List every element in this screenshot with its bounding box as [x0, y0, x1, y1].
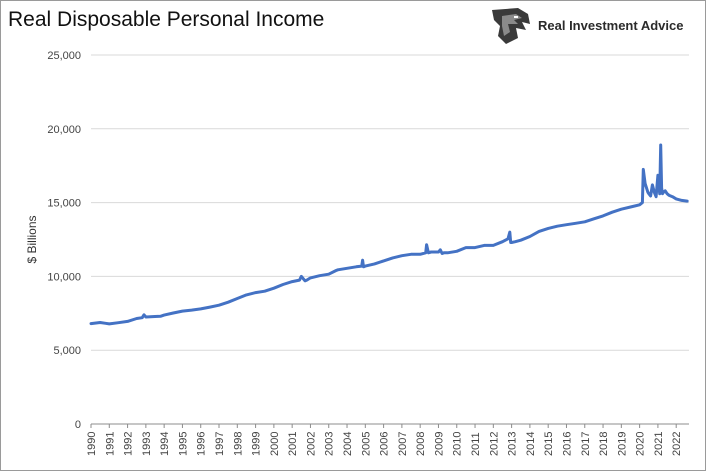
x-tick-label: 2022: [671, 432, 683, 456]
x-tick-label: 2001: [287, 432, 299, 456]
x-tick-label: 2003: [324, 432, 336, 456]
x-tick-label: 2019: [616, 432, 628, 456]
y-tick-label: 0: [75, 419, 81, 431]
x-tick-label: 1990: [86, 432, 98, 456]
x-tick-label: 2018: [598, 432, 610, 456]
brand-logo-block: Real Investment Advice: [488, 6, 698, 46]
x-tick-label: 2013: [507, 432, 519, 456]
x-tick-label: 2002: [305, 432, 317, 456]
x-axis-ticks: 1990 1991 1992 1993 1994 1995 1996 1997 1998 1999…: [86, 424, 683, 456]
x-tick-label: 1998: [232, 432, 244, 456]
x-tick-label: 2009: [433, 432, 445, 456]
y-tick-label: 20,000: [47, 124, 81, 136]
x-tick-label: 2005: [360, 432, 372, 456]
x-tick-label: 1991: [104, 432, 116, 456]
x-tick-label: 2012: [488, 432, 500, 456]
x-tick-label: 1995: [177, 432, 189, 456]
x-tick-label: 1992: [123, 432, 135, 456]
x-tick-label: 2007: [397, 432, 409, 456]
x-tick-label: 2014: [525, 432, 537, 456]
y-tick-label: 10,000: [47, 271, 81, 283]
chart-title: Real Disposable Personal Income: [8, 8, 325, 31]
y-axis-ticks: 0 5,000 10,000 15,000 20,000 25,000: [47, 50, 81, 431]
x-tick-label: 1997: [214, 432, 226, 456]
x-tick-label: 2021: [653, 432, 665, 456]
y-tick-label: 5,000: [53, 345, 81, 357]
series-layer: [89, 143, 689, 326]
y-tick-label: 25,000: [47, 50, 81, 62]
x-tick-label: 2010: [452, 432, 464, 456]
brand-name: Real Investment Advice: [538, 18, 684, 33]
x-tick-label: 2008: [415, 432, 427, 456]
x-tick-label: 2016: [561, 432, 573, 456]
y-tick-label: 15,000: [47, 198, 81, 210]
x-tick-label: 2011: [470, 432, 482, 456]
x-tick-label: 2000: [269, 432, 281, 456]
x-tick-label: 1993: [141, 432, 153, 456]
x-tick-label: 2015: [543, 432, 555, 456]
y-axis-title: $ Billions: [25, 215, 39, 263]
x-tick-label: 1999: [251, 432, 263, 456]
x-tick-label: 2020: [635, 432, 647, 456]
x-tick-label: 1994: [159, 432, 171, 456]
x-tick-label: 1996: [196, 432, 208, 456]
x-tick-label: 2004: [342, 432, 354, 456]
gridlines: [91, 54, 689, 351]
eagle-head-logo-icon: [492, 8, 530, 44]
series-line: [89, 143, 689, 326]
x-tick-label: 2017: [580, 432, 592, 456]
x-tick-label: 2006: [379, 432, 391, 456]
